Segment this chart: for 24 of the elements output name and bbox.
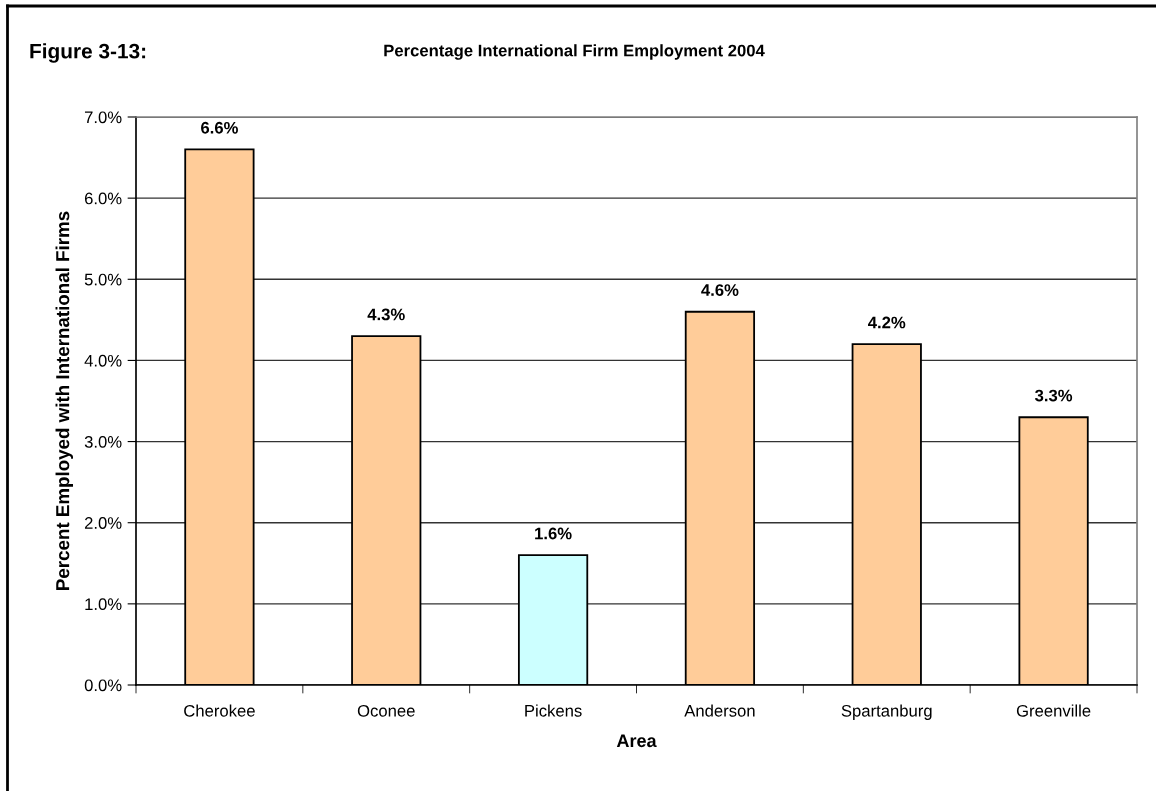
x-tick-label: Spartanburg [841, 704, 932, 720]
y-tick-label: 4.0% [84, 354, 122, 367]
y-tick-label: 7.0% [84, 111, 122, 124]
x-axis-title: Area [616, 734, 657, 748]
x-tick-label: Anderson [684, 704, 755, 717]
data-label: 4.3% [367, 308, 405, 321]
y-tick-label: 2.0% [84, 517, 122, 529]
y-tick-label: 6.0% [84, 192, 122, 205]
x-tick-label: Oconee [357, 704, 415, 717]
x-tick-label: Cherokee [184, 704, 255, 717]
y-tick-label: 3.0% [84, 435, 122, 448]
data-label: 4.2% [868, 316, 906, 329]
y-axis-title: Percent Employed with International Firms [55, 211, 74, 590]
data-label: 4.6% [701, 284, 739, 296]
data-label: 6.6% [201, 121, 238, 134]
y-tick-label: 5.0% [84, 273, 122, 286]
y-tick-label: 1.0% [85, 598, 122, 611]
x-tick-label: Greenville [1016, 704, 1091, 717]
chart-title: Percentage International Firm Employment 2004 [384, 44, 765, 60]
y-tick-label: 0.0% [84, 679, 122, 692]
data-label: 3.3% [1034, 389, 1073, 402]
caption: Figure 3-13: [30, 43, 146, 63]
data-label: 1.6% [535, 527, 572, 540]
x-tick-label: Pickens [525, 704, 582, 717]
